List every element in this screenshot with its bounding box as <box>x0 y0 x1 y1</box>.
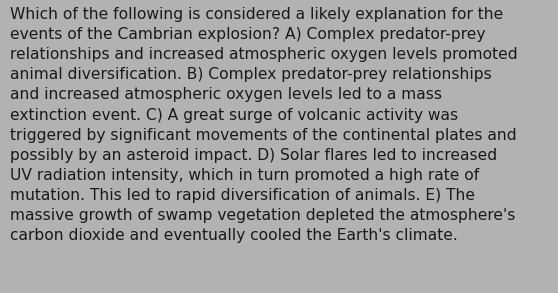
Text: Which of the following is considered a likely explanation for the
events of the : Which of the following is considered a l… <box>10 7 518 243</box>
